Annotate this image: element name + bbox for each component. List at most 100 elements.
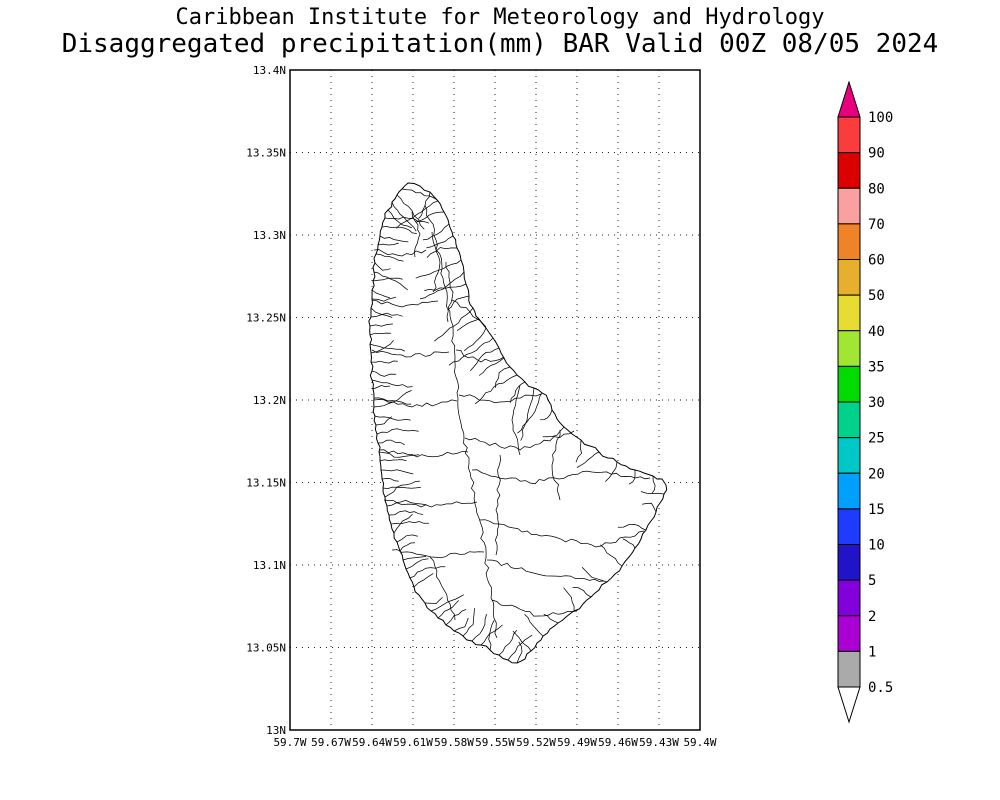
y-axis-tick-label: 13.25N [246,312,286,325]
y-axis-tick-label: 13.05N [246,642,286,655]
watershed-boundary [511,384,521,456]
watershed-boundary [411,211,421,258]
page-subtitle: Disaggregated precipitation(mm) BAR Vali… [61,29,939,59]
gully-line [419,271,465,300]
watershed-boundary [383,499,478,508]
gully-line [424,597,443,604]
gully-line [373,390,412,408]
gully-line [375,253,404,262]
watershed-boundary [455,349,505,363]
gully-line [542,426,565,438]
gully-line [377,439,405,446]
gully-line [512,630,532,652]
watershed-boundary [495,454,501,556]
colorbar-segment [837,259,861,296]
x-axis-tick-label: 59.52W [516,736,556,749]
x-axis-tick-label: 59.7W [273,736,306,749]
y-axis-tick-label: 13.4N [253,64,286,77]
colorbar-boundary-label: 1 [868,644,876,660]
gully-line [543,613,559,624]
watershed-boundary [491,599,578,617]
colorbar-boundary-label: 10 [868,538,885,554]
colorbar-segment [837,294,861,332]
gully-line [405,558,429,570]
watershed-boundary [479,519,645,548]
colorbar-segment [837,437,861,474]
colorbar-segment [837,508,861,545]
gully-line [622,538,636,549]
gully-line [520,387,535,441]
page-title: Caribbean Institute for Meteorology and … [175,5,825,30]
gully-line [430,594,464,612]
gully-line [370,360,398,364]
colorbar-segment [837,579,861,617]
gully-line [382,486,421,489]
gully-line [381,478,399,482]
gully-line [396,534,418,543]
gully-line [469,347,500,372]
x-axis-tick-label: 59.55W [475,736,515,749]
colorbar-boundary-label: 90 [868,146,885,162]
colorbar-segment [837,223,861,260]
watershed-boundary [551,429,561,501]
gully-line [371,289,390,299]
gully-line [372,385,391,390]
gully-line [445,609,467,626]
colorbar-segment [837,187,861,225]
gully-line [433,307,474,342]
gully-line [396,194,425,230]
watershed-boundary [471,469,651,485]
colorbar-segment [837,472,861,510]
gully-line [563,587,575,612]
barbados-island-map [368,182,668,664]
gully-line [380,469,414,475]
barbados-coastline [368,182,668,664]
y-axis-tick-label: 13N [266,724,286,737]
watershed-boundary [464,430,575,451]
gully-line [372,277,403,282]
gully-line [507,634,533,661]
gully-line [437,600,460,619]
colorbar-boundary-label: 50 [868,288,885,304]
y-axis-tick-label: 13.2N [253,394,286,407]
x-axis-tick-label: 59.4W [683,736,716,749]
colorbar-boundary-label: 100 [868,110,893,126]
x-axis-tick-label: 59.46W [598,736,638,749]
watershed-boundary [424,204,498,639]
gully-line [386,499,427,507]
gully-line [393,513,413,534]
colorbar-boundary-label: 70 [868,217,885,233]
x-axis-tick-label: 59.64W [352,736,392,749]
gully-line [581,567,608,583]
colorbar-segment [837,615,861,652]
x-axis-tick-label: 59.58W [434,736,474,749]
colorbar-boundary-label: 30 [868,395,885,411]
gully-line [379,235,409,243]
colorbar-legend: 100 90 80 70 60 50 40 35 30 25 20 15 10 5 2 1 0.5 [837,80,893,724]
gully-line [424,283,467,291]
gully-line [418,191,431,219]
gully-line [369,343,405,352]
gully-line [409,566,446,579]
gully-line [478,357,505,376]
colorbar-boundary-label: 60 [868,253,885,269]
y-axis-tick-label: 13.3N [253,229,286,242]
gully-line [464,327,487,352]
colorbar-segment [837,401,861,439]
gully-line [462,608,475,637]
gully-line [516,641,523,664]
colorbar-boundary-label: 80 [868,181,885,197]
colorbar-above-max-arrow [837,80,861,118]
watershed-boundary [391,549,485,559]
gully-line [575,439,583,463]
colorbar-boundary-label: 5 [868,573,876,589]
gully-line [374,415,411,421]
watershed-boundary [373,399,458,408]
watershed-boundary [431,231,441,293]
gully-line [605,461,618,482]
gully-line [495,366,511,388]
colorbar-boundary-label: 15 [868,502,885,518]
gully-line [447,295,470,311]
gully-line [456,318,480,332]
